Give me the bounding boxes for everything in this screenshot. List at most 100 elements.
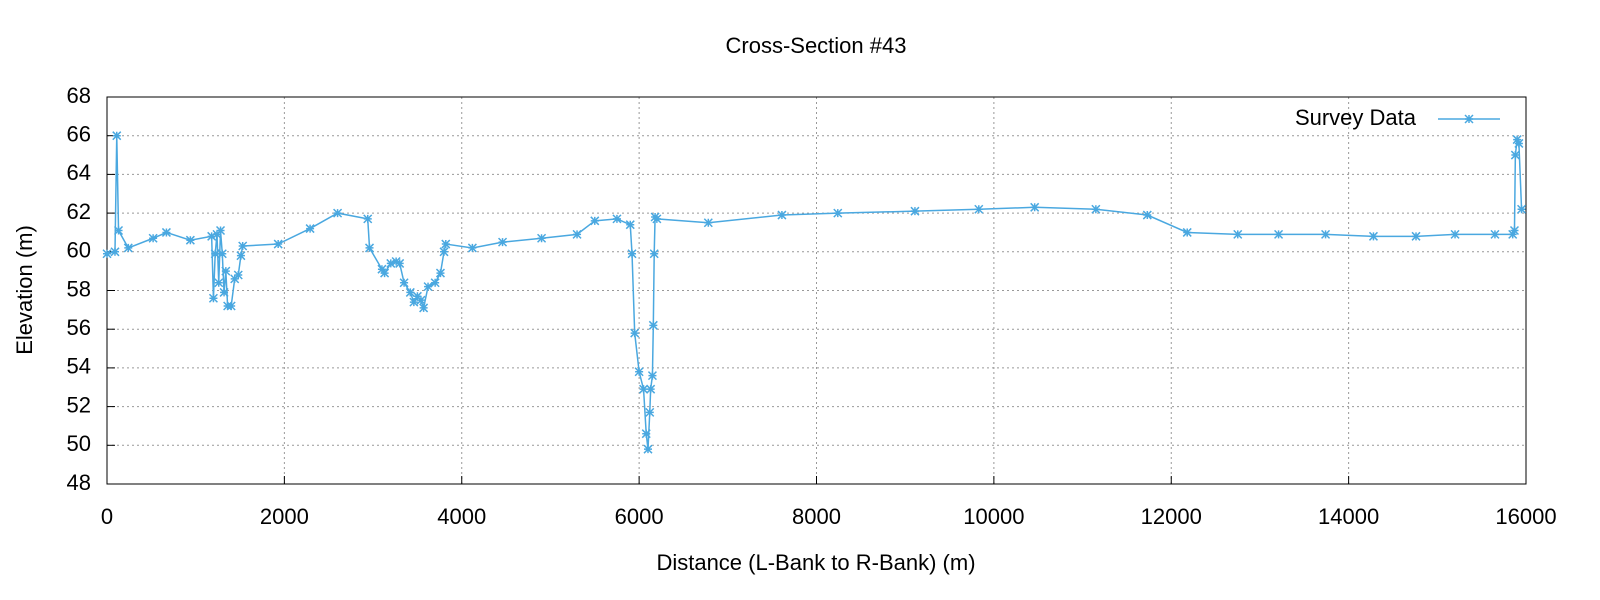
marker	[627, 249, 637, 259]
y-tick-label: 58	[67, 276, 91, 301]
marker	[215, 225, 226, 236]
marker	[641, 429, 651, 439]
marker	[102, 249, 112, 259]
data-line	[106, 135, 1523, 450]
marker	[113, 225, 124, 236]
plot-frame	[106, 96, 1527, 485]
marker	[207, 231, 217, 241]
marker	[219, 287, 229, 297]
marker	[110, 247, 120, 257]
marker	[648, 320, 658, 330]
marker	[435, 268, 445, 278]
marker	[833, 208, 843, 218]
marker	[236, 251, 246, 261]
x-tick-label: 8000	[792, 504, 841, 529]
marker	[380, 268, 390, 278]
marker	[910, 206, 920, 216]
x-tick-label: 10000	[963, 504, 1024, 529]
marker	[1508, 229, 1518, 239]
marker	[405, 287, 415, 297]
marker	[161, 227, 171, 237]
marker	[439, 247, 449, 257]
marker	[630, 328, 640, 338]
marker	[1450, 229, 1460, 239]
marker	[217, 249, 227, 259]
marker	[1030, 202, 1040, 212]
marker	[416, 295, 426, 305]
legend-marker	[1464, 114, 1474, 124]
marker	[1091, 204, 1101, 214]
marker	[974, 204, 984, 214]
marker	[123, 243, 133, 253]
marker	[363, 214, 373, 224]
y-tick-label: 54	[67, 354, 91, 379]
marker	[377, 264, 387, 274]
x-tick-label: 6000	[615, 504, 664, 529]
marker	[647, 371, 657, 381]
marker	[226, 301, 236, 311]
y-tick-label: 50	[67, 431, 91, 456]
marker	[333, 208, 343, 218]
marker	[643, 444, 653, 454]
x-tick-label: 2000	[260, 504, 309, 529]
y-tick-label: 48	[67, 470, 91, 495]
marker	[645, 407, 655, 417]
marker	[148, 233, 158, 243]
marker	[221, 266, 231, 276]
marker	[634, 367, 644, 377]
marker	[395, 258, 405, 268]
marker	[112, 131, 122, 141]
x-tick-label: 0	[101, 504, 113, 529]
marker	[208, 293, 218, 303]
marker	[625, 220, 635, 230]
marker	[649, 249, 659, 259]
marker	[652, 214, 662, 224]
legend-label: Survey Data	[1295, 105, 1417, 130]
x-tick-label: 4000	[437, 504, 486, 529]
marker	[1517, 204, 1527, 214]
marker	[423, 282, 433, 292]
y-tick-label: 66	[67, 122, 91, 147]
marker	[639, 384, 649, 394]
marker	[399, 278, 409, 288]
y-axis-label: Elevation (m)	[12, 225, 37, 355]
marker	[1411, 231, 1421, 241]
x-tick-label: 16000	[1495, 504, 1556, 529]
marker	[572, 229, 582, 239]
marker	[238, 241, 248, 251]
marker	[233, 270, 243, 280]
y-tick-label: 68	[67, 83, 91, 108]
x-tick-label: 12000	[1141, 504, 1202, 529]
marker	[537, 233, 547, 243]
marker	[1142, 210, 1152, 220]
marker	[409, 297, 419, 307]
marker	[391, 256, 401, 267]
marker	[1274, 229, 1284, 239]
y-tick-label: 64	[67, 160, 91, 185]
marker	[419, 303, 429, 313]
y-tick-label: 56	[67, 315, 91, 340]
y-tick-label: 62	[67, 199, 91, 224]
marker	[273, 239, 283, 249]
x-tick-label: 14000	[1318, 504, 1379, 529]
marker	[430, 278, 440, 288]
marker	[1321, 229, 1331, 239]
marker	[441, 239, 451, 249]
marker	[1510, 150, 1520, 160]
marker	[498, 237, 508, 247]
marker	[1182, 227, 1192, 237]
y-tick-label: 52	[67, 392, 91, 417]
marker	[703, 218, 713, 228]
marker	[305, 224, 315, 234]
chart-title: Cross-Section #43	[726, 33, 907, 58]
x-axis-label: Distance (L-Bank to R-Bank) (m)	[656, 550, 975, 575]
marker	[210, 249, 220, 259]
marker	[467, 243, 477, 253]
marker	[777, 210, 787, 220]
marker	[612, 214, 622, 224]
marker	[1490, 229, 1500, 239]
marker	[1233, 229, 1243, 239]
y-tick-label: 60	[67, 238, 91, 263]
marker	[590, 216, 600, 226]
